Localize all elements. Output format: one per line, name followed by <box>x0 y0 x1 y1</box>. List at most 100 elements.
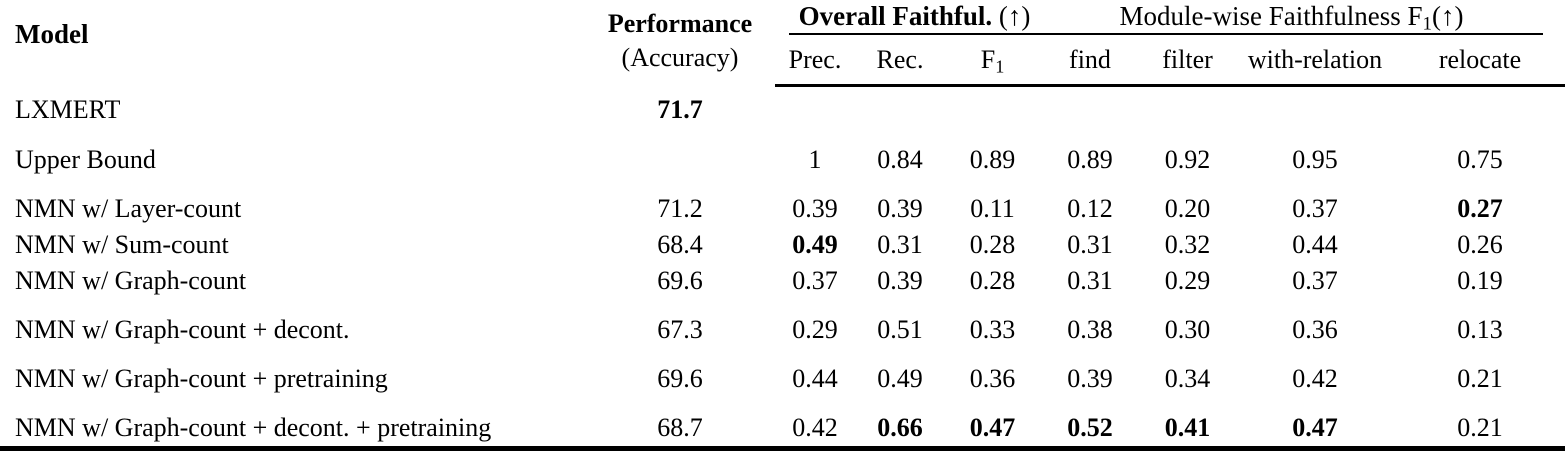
performance-value: 71.2 <box>657 194 703 223</box>
find-value: 0.31 <box>1067 230 1113 259</box>
with-relation-value: 0.37 <box>1292 194 1338 223</box>
relocate-value: 0.27 <box>1457 194 1503 223</box>
filter-value: 0.29 <box>1164 266 1211 295</box>
overall-group-label: Overall Faithful. (↑) <box>789 0 1040 35</box>
relocate-value: 0.19 <box>1457 266 1503 295</box>
model-name: NMN w/ Graph-count + decont. <box>15 315 350 344</box>
model-name: NMN w/ Layer-count <box>15 194 242 223</box>
module-group-f1-subscript: 1 <box>1422 13 1432 35</box>
model-name: LXMERT <box>15 95 121 125</box>
precision-value <box>775 86 855 130</box>
find-value: 0.38 <box>1067 315 1113 344</box>
overall-group-label-bold: Overall Faithful. <box>798 1 993 31</box>
model-name: NMN w/ Sum-count <box>15 230 229 259</box>
table-header: Model Performance (Accuracy) Overall Fai… <box>0 0 1565 87</box>
find-value: 0.89 <box>1067 145 1113 174</box>
precision-value: 1 <box>808 145 822 174</box>
group-header-row: Model Performance (Accuracy) Overall Fai… <box>0 0 1565 72</box>
f1-value: 0.47 <box>945 397 1040 451</box>
model-name: NMN w/ Graph-count + pretraining <box>15 364 388 393</box>
f1-value: 0.89 <box>969 145 1016 174</box>
find-value: 0.12 <box>1067 194 1113 223</box>
performance-value: 68.4 <box>657 230 703 259</box>
relocate-value: 0.75 <box>1457 145 1503 174</box>
with-relation-value <box>1235 86 1395 130</box>
table-row: NMN w/ Layer-count 71.2 0.39 0.39 0.11 0… <box>0 178 1565 227</box>
filter-value: 0.32 <box>1164 230 1211 259</box>
relocate-value: 0.13 <box>1457 315 1503 344</box>
overall-group-up-arrow: (↑) <box>992 1 1031 31</box>
performance-value: 68.7 <box>585 397 775 451</box>
f1-value: 0.28 <box>969 230 1016 259</box>
module-group-up-arrow: (↑) <box>1431 1 1464 31</box>
recall-value: 0.84 <box>877 145 923 174</box>
f1-subscript: 1 <box>995 56 1005 77</box>
find-value: 0.52 <box>1040 397 1140 451</box>
sub-header-row: Prec. Rec. F1 find filter with-relation … <box>0 35 1565 87</box>
column-header-f1: F1 <box>945 35 1040 87</box>
recall-value: 0.39 <box>877 194 923 223</box>
precision-value: 0.39 <box>792 194 838 223</box>
column-header-relocate: relocate <box>1395 35 1565 87</box>
relocate-value: 0.21 <box>1395 397 1565 451</box>
performance-value: 67.3 <box>657 315 703 344</box>
module-group-label-text: Module-wise Faithfulness F <box>1119 1 1423 31</box>
f1-value: 0.36 <box>969 364 1016 393</box>
f1-value <box>945 86 1040 130</box>
filter-value: 0.20 <box>1164 194 1211 223</box>
recall-value: 0.39 <box>877 266 923 295</box>
filter-value: 0.34 <box>1164 364 1211 393</box>
table-row: NMN w/ Graph-count + decont. + pretraini… <box>0 397 1565 451</box>
precision-value: 0.42 <box>775 397 855 451</box>
f1-value: 0.11 <box>970 194 1015 223</box>
with-relation-value: 0.37 <box>1292 266 1338 295</box>
filter-value <box>1140 86 1235 130</box>
with-relation-value: 0.44 <box>1292 230 1338 259</box>
column-header-with-relation: with-relation <box>1235 35 1395 87</box>
performance-value: 69.6 <box>657 266 703 295</box>
f1-label: F <box>980 44 996 74</box>
recall-value: 0.31 <box>877 230 923 259</box>
with-relation-value: 0.95 <box>1292 145 1338 174</box>
performance-header-line2: (Accuracy) <box>621 42 739 72</box>
precision-value: 0.37 <box>792 266 838 295</box>
column-header-model: Model <box>15 19 89 50</box>
filter-value: 0.92 <box>1164 145 1211 174</box>
model-name: Upper Bound <box>15 145 156 174</box>
precision-value: 0.49 <box>792 230 838 259</box>
f1-value: 0.28 <box>969 266 1016 295</box>
module-group-label: Module-wise Faithfulness F1(↑) <box>1040 0 1543 35</box>
table-body: LXMERT 71.7 Upper Bound 1 0.84 0.89 0.89… <box>0 86 1565 451</box>
table-row: NMN w/ Sum-count 68.4 0.49 0.31 0.28 0.3… <box>0 227 1565 263</box>
column-header-performance: Performance (Accuracy) <box>585 0 775 86</box>
find-value <box>1040 86 1140 130</box>
performance-value: 71.7 <box>657 95 703 125</box>
filter-value: 0.30 <box>1164 315 1211 344</box>
group-header-overall-faithfulness: Overall Faithful. (↑) <box>775 0 1040 35</box>
column-header-find: find <box>1040 35 1140 87</box>
with-relation-value: 0.47 <box>1235 397 1395 451</box>
table-row: NMN w/ Graph-count + pretraining 69.6 0.… <box>0 348 1565 397</box>
table-row: NMN w/ Graph-count + decont. 67.3 0.29 0… <box>0 299 1565 348</box>
relocate-value: 0.21 <box>1457 364 1503 393</box>
find-value: 0.31 <box>1067 266 1113 295</box>
relocate-value <box>1395 86 1565 130</box>
with-relation-value: 0.36 <box>1292 315 1338 344</box>
column-header-precision: Prec. <box>775 35 855 87</box>
recall-value <box>855 86 945 130</box>
relocate-value: 0.26 <box>1457 230 1503 259</box>
performance-value <box>585 129 775 178</box>
model-name: NMN w/ Graph-count + decont. + pretraini… <box>0 397 585 451</box>
table-row: NMN w/ Graph-count 69.6 0.37 0.39 0.28 0… <box>0 263 1565 299</box>
column-header-filter: filter <box>1140 35 1235 87</box>
with-relation-value: 0.42 <box>1292 364 1338 393</box>
table-row: Upper Bound 1 0.84 0.89 0.89 0.92 0.95 0… <box>0 129 1565 178</box>
model-name: NMN w/ Graph-count <box>15 266 247 295</box>
recall-value: 0.49 <box>877 364 923 393</box>
performance-header-line1: Performance <box>607 9 753 39</box>
find-value: 0.39 <box>1067 364 1113 393</box>
filter-value: 0.41 <box>1140 397 1235 451</box>
table-row: LXMERT 71.7 <box>0 86 1565 130</box>
column-header-recall: Rec. <box>855 35 945 87</box>
